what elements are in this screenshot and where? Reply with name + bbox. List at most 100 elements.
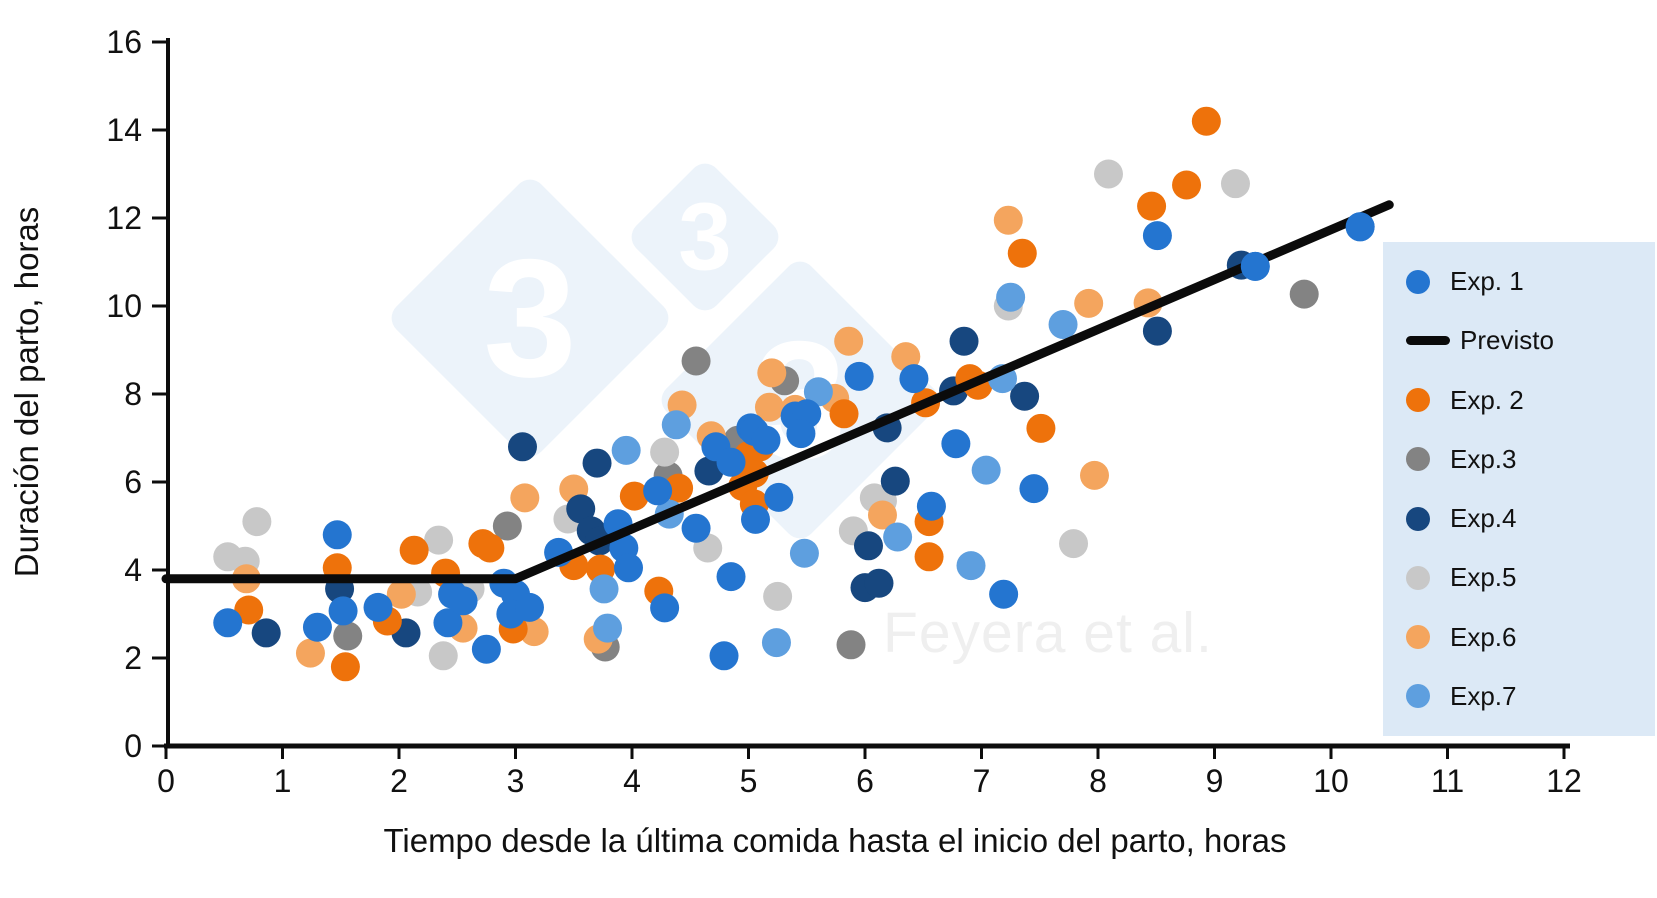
legend-marker-dot <box>1406 270 1430 294</box>
scatter-point-exp-1 <box>515 593 544 622</box>
scatter-point-exp-1 <box>213 608 242 637</box>
scatter-point-exp-1 <box>899 364 928 393</box>
scatter-point-exp-1 <box>764 483 793 512</box>
scatter-point-exp-1 <box>786 419 815 448</box>
scatter-points-above-line <box>1241 212 1375 281</box>
x-tick-label: 6 <box>856 763 874 799</box>
scatter-point-exp-2 <box>1137 192 1166 221</box>
scatter-point-exp-1 <box>1346 212 1375 241</box>
scatter-point-exp-2 <box>1192 107 1221 136</box>
x-axis-title: Tiempo desde la última comida hasta el i… <box>383 822 1286 859</box>
x-tick-label: 0 <box>157 763 175 799</box>
legend-marker-dot <box>1406 447 1430 471</box>
scatter-point-exp-5 <box>1221 169 1250 198</box>
scatter-point-exp-6 <box>1080 461 1109 490</box>
scatter-point-exp-1 <box>1019 474 1048 503</box>
legend-marker-dot <box>1406 388 1430 412</box>
legend-item-exp-3: Exp.3 <box>1406 444 1655 475</box>
scatter-point-exp-1 <box>650 593 679 622</box>
scatter-point-exp-2 <box>475 534 504 563</box>
scatter-point-exp-4 <box>508 432 537 461</box>
scatter-point-exp-7 <box>790 539 819 568</box>
scatter-point-exp-1 <box>845 362 874 391</box>
y-tick-label: 6 <box>124 464 142 500</box>
legend-label: Exp. 1 <box>1450 266 1524 297</box>
scatter-point-exp-7 <box>612 436 641 465</box>
x-tick-label: 1 <box>274 763 292 799</box>
watermark-glyph: 3 <box>483 224 576 412</box>
scatter-point-exp-2 <box>1172 171 1201 200</box>
scatter-point-exp-1 <box>303 613 332 642</box>
scatter-chart-figure: 333 02468101214160123456789101112 Tiempo… <box>0 0 1657 898</box>
scatter-point-exp-3 <box>333 622 362 651</box>
y-tick-label: 0 <box>124 728 142 764</box>
scatter-point-exp-1 <box>643 476 672 505</box>
y-tick-label: 2 <box>124 640 142 676</box>
legend-label: Previsto <box>1460 325 1554 356</box>
scatter-point-exp-2 <box>400 536 429 565</box>
legend: Exp. 1PrevistoExp. 2Exp.3Exp.4Exp.5Exp.6… <box>1383 242 1655 736</box>
legend-label: Exp.6 <box>1450 622 1517 653</box>
legend-label: Exp.3 <box>1450 444 1517 475</box>
scatter-point-exp-1 <box>1143 221 1172 250</box>
scatter-point-exp-2 <box>830 399 859 428</box>
scatter-point-exp-3 <box>682 347 711 376</box>
y-tick-label: 4 <box>124 552 142 588</box>
scatter-point-exp-6 <box>1074 289 1103 318</box>
watermark-attribution: Feyera et al. <box>883 600 1213 666</box>
scatter-point-exp-4 <box>1143 317 1172 346</box>
scatter-point-exp-6 <box>296 639 325 668</box>
legend-marker-dot <box>1406 507 1430 531</box>
legend-marker-dot <box>1406 684 1430 708</box>
y-tick-label: 16 <box>106 24 142 60</box>
legend-item-exp-7: Exp.7 <box>1406 681 1655 712</box>
scatter-point-exp-7 <box>1049 310 1078 339</box>
scatter-point-exp-3 <box>837 630 866 659</box>
scatter-point-exp-5 <box>429 641 458 670</box>
legend-item-exp-6: Exp.6 <box>1406 622 1655 653</box>
legend-label: Exp. 2 <box>1450 385 1524 416</box>
scatter-point-exp-1 <box>710 641 739 670</box>
x-tick-label: 5 <box>740 763 758 799</box>
scatter-point-exp-6 <box>510 483 539 512</box>
scatter-point-exp-1 <box>472 635 501 664</box>
scatter-point-exp-2 <box>331 652 360 681</box>
scatter-point-exp-2 <box>1008 239 1037 268</box>
legend-label: Exp.7 <box>1450 681 1517 712</box>
scatter-point-exp-1 <box>364 593 393 622</box>
scatter-point-exp-4 <box>881 467 910 496</box>
scatter-point-exp-4 <box>864 569 893 598</box>
y-tick-label: 12 <box>106 200 142 236</box>
legend-label: Exp.5 <box>1450 562 1517 593</box>
scatter-point-exp-7 <box>996 283 1025 312</box>
scatter-point-exp-7 <box>590 574 619 603</box>
scatter-point-exp-1 <box>741 505 770 534</box>
scatter-point-exp-2 <box>915 542 944 571</box>
scatter-point-exp-1 <box>717 448 746 477</box>
y-tick-label: 8 <box>124 376 142 412</box>
x-tick-label: 4 <box>623 763 641 799</box>
scatter-point-exp-1 <box>717 562 746 591</box>
scatter-point-exp-3 <box>1290 280 1319 309</box>
scatter-point-exp-2 <box>1026 414 1055 443</box>
legend-item-exp-1: Exp. 1 <box>1406 266 1655 297</box>
x-tick-label: 10 <box>1313 763 1349 799</box>
scatter-point-exp-1 <box>751 426 780 455</box>
scatter-point-exp-4 <box>950 327 979 356</box>
scatter-point-exp-5 <box>763 582 792 611</box>
watermark-glyph: 3 <box>678 184 731 291</box>
scatter-point-exp-1 <box>917 492 946 521</box>
y-tick-label: 10 <box>106 288 142 324</box>
y-tick-label: 14 <box>106 112 142 148</box>
scatter-point-exp-6 <box>994 206 1023 235</box>
scatter-point-exp-4 <box>854 531 883 560</box>
scatter-point-exp-6 <box>834 327 863 356</box>
scatter-point-exp-4 <box>252 618 281 647</box>
scatter-point-exp-5 <box>1094 160 1123 189</box>
y-axis-title: Duración del parto, horas <box>8 207 45 578</box>
x-tick-label: 2 <box>390 763 408 799</box>
scatter-point-exp-7 <box>593 614 622 643</box>
x-tick-label: 3 <box>507 763 525 799</box>
scatter-point-exp-4 <box>583 449 612 478</box>
scatter-point-exp-1 <box>1241 252 1270 281</box>
